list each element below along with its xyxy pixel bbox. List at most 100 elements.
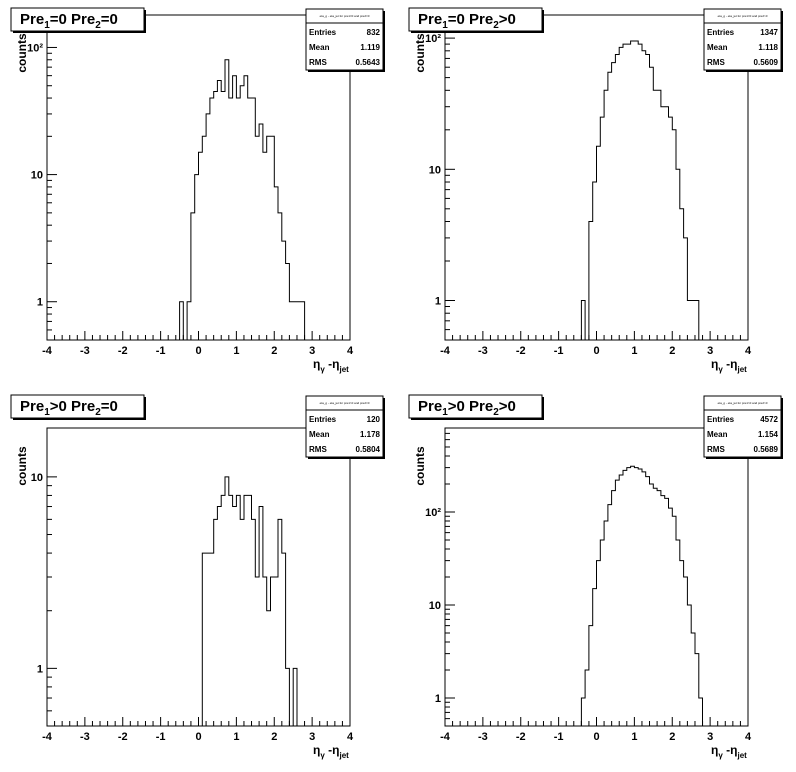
- histogram-series: [179, 59, 309, 341]
- x-tick-label: 3: [707, 731, 713, 743]
- stats-box: [703, 8, 782, 71]
- stats-header: eta_g - eta_jet for pre1>0 and pre2>0: [718, 401, 768, 405]
- x-tick-label: 4: [347, 731, 354, 743]
- y-tick-label: 1: [37, 663, 43, 675]
- x-tick-label: 0: [593, 731, 599, 743]
- x-tick-label: 0: [195, 731, 201, 743]
- x-tick-label: 1: [631, 345, 637, 357]
- plot-title: Pre1>0 Pre2>0: [418, 398, 516, 418]
- plot-frame: [46, 14, 351, 341]
- x-tick-label: -2: [516, 731, 526, 743]
- x-tick-label: 3: [707, 345, 713, 357]
- title-box: [10, 394, 145, 419]
- stats-value: 1.178: [360, 430, 381, 439]
- stats-box: [305, 395, 384, 458]
- x-tick-label: -4: [440, 731, 451, 743]
- x-tick-label: 4: [347, 345, 354, 357]
- x-tick-label: -1: [156, 731, 166, 743]
- stats-label: RMS: [707, 445, 725, 454]
- x-tick-label: -3: [478, 345, 488, 357]
- y-tick-label: 10²: [27, 42, 43, 54]
- stats-value: 1347: [760, 28, 778, 37]
- x-axis-label: ηγ -ηjet: [711, 743, 747, 760]
- y-axis-label: counts: [15, 446, 29, 486]
- plot-title: Pre1=0 Pre2=0: [20, 11, 118, 31]
- stats-label: Entries: [309, 415, 337, 424]
- x-tick-label: 0: [593, 345, 599, 357]
- y-tick-label: 10: [429, 600, 441, 612]
- x-tick-label: 2: [271, 345, 277, 357]
- stats-value: 4572: [760, 415, 778, 424]
- histogram-series: [580, 40, 703, 341]
- stats-value: 0.5609: [754, 58, 779, 67]
- stats-box: [703, 395, 782, 458]
- histogram-series: [580, 465, 707, 727]
- stats-label: Mean: [707, 43, 728, 52]
- stats-header: eta_g - eta_jet for pre1>0 and pre2=0: [320, 401, 370, 405]
- stats-label: Mean: [707, 430, 728, 439]
- title-box: [10, 7, 145, 32]
- stats-label: Entries: [707, 415, 735, 424]
- stats-label: Mean: [309, 430, 330, 439]
- x-axis-label: ηγ -ηjet: [313, 357, 349, 374]
- histogram-panel-4: -4 -3 -2 -1 0 1 2 3 4 1 10 10² counts ηγ -ηjet Pre1>0 …: [408, 394, 783, 760]
- y-tick-label: 1: [435, 296, 441, 308]
- stats-value: 1.118: [758, 43, 778, 52]
- y-tick-label: 1: [37, 297, 43, 309]
- y-tick-label: 1: [435, 693, 441, 705]
- x-axis-label: ηγ -ηjet: [711, 357, 747, 374]
- x-tick-label: 3: [309, 345, 315, 357]
- x-tick-label: 2: [669, 345, 675, 357]
- x-tick-label: -1: [156, 345, 166, 357]
- y-tick-label: 10²: [425, 507, 441, 519]
- x-tick-label: 0: [195, 345, 201, 357]
- y-axis-label: counts: [413, 33, 427, 73]
- x-tick-label: 2: [669, 731, 675, 743]
- stats-value: 1.154: [758, 430, 779, 439]
- stats-label: Entries: [309, 28, 337, 37]
- x-tick-label: -3: [80, 345, 90, 357]
- stats-value: 832: [367, 28, 381, 37]
- stats-value: 120: [367, 415, 381, 424]
- x-tick-label: -1: [554, 345, 564, 357]
- x-tick-label: -2: [118, 345, 128, 357]
- x-tick-label: -3: [478, 731, 488, 743]
- x-tick-label: 1: [631, 731, 637, 743]
- y-tick-label: 10: [31, 472, 43, 484]
- plot-title: Pre1>0 Pre2=0: [20, 398, 118, 418]
- title-box: [408, 394, 543, 419]
- x-tick-label: -4: [42, 731, 53, 743]
- x-tick-label: 4: [745, 731, 752, 743]
- stats-label: Mean: [309, 43, 330, 52]
- x-tick-label: -1: [554, 731, 564, 743]
- x-tick-label: -3: [80, 731, 90, 743]
- stats-header: eta_g - eta_jet for pre1=0 and pre2>0: [718, 14, 768, 18]
- x-tick-label: -4: [440, 345, 451, 357]
- stats-value: 0.5643: [356, 58, 381, 67]
- title-box: [408, 7, 543, 32]
- y-tick-label: 10²: [425, 33, 441, 45]
- histogram-series: [201, 476, 298, 727]
- y-axis-label: counts: [413, 446, 427, 486]
- stats-header: eta_g - eta_jet for pre1=0 and pre2=0: [320, 14, 370, 18]
- stats-value: 0.5689: [754, 445, 779, 454]
- stats-value: 0.5804: [356, 445, 381, 454]
- stats-label: Entries: [707, 28, 735, 37]
- x-tick-label: 3: [309, 731, 315, 743]
- x-tick-label: 1: [233, 731, 239, 743]
- x-tick-label: 1: [233, 345, 239, 357]
- stats-value: 1.119: [360, 43, 380, 52]
- y-tick-label: 10: [429, 164, 441, 176]
- stats-label: RMS: [309, 58, 327, 67]
- x-tick-label: -4: [42, 345, 53, 357]
- stats-box: [305, 8, 384, 71]
- y-axis-label: counts: [15, 33, 29, 73]
- stats-label: RMS: [707, 58, 725, 67]
- y-tick-label: 10: [31, 170, 43, 182]
- x-axis-label: ηγ -ηjet: [313, 743, 349, 760]
- plot-frame: [46, 427, 351, 727]
- stats-label: RMS: [309, 445, 327, 454]
